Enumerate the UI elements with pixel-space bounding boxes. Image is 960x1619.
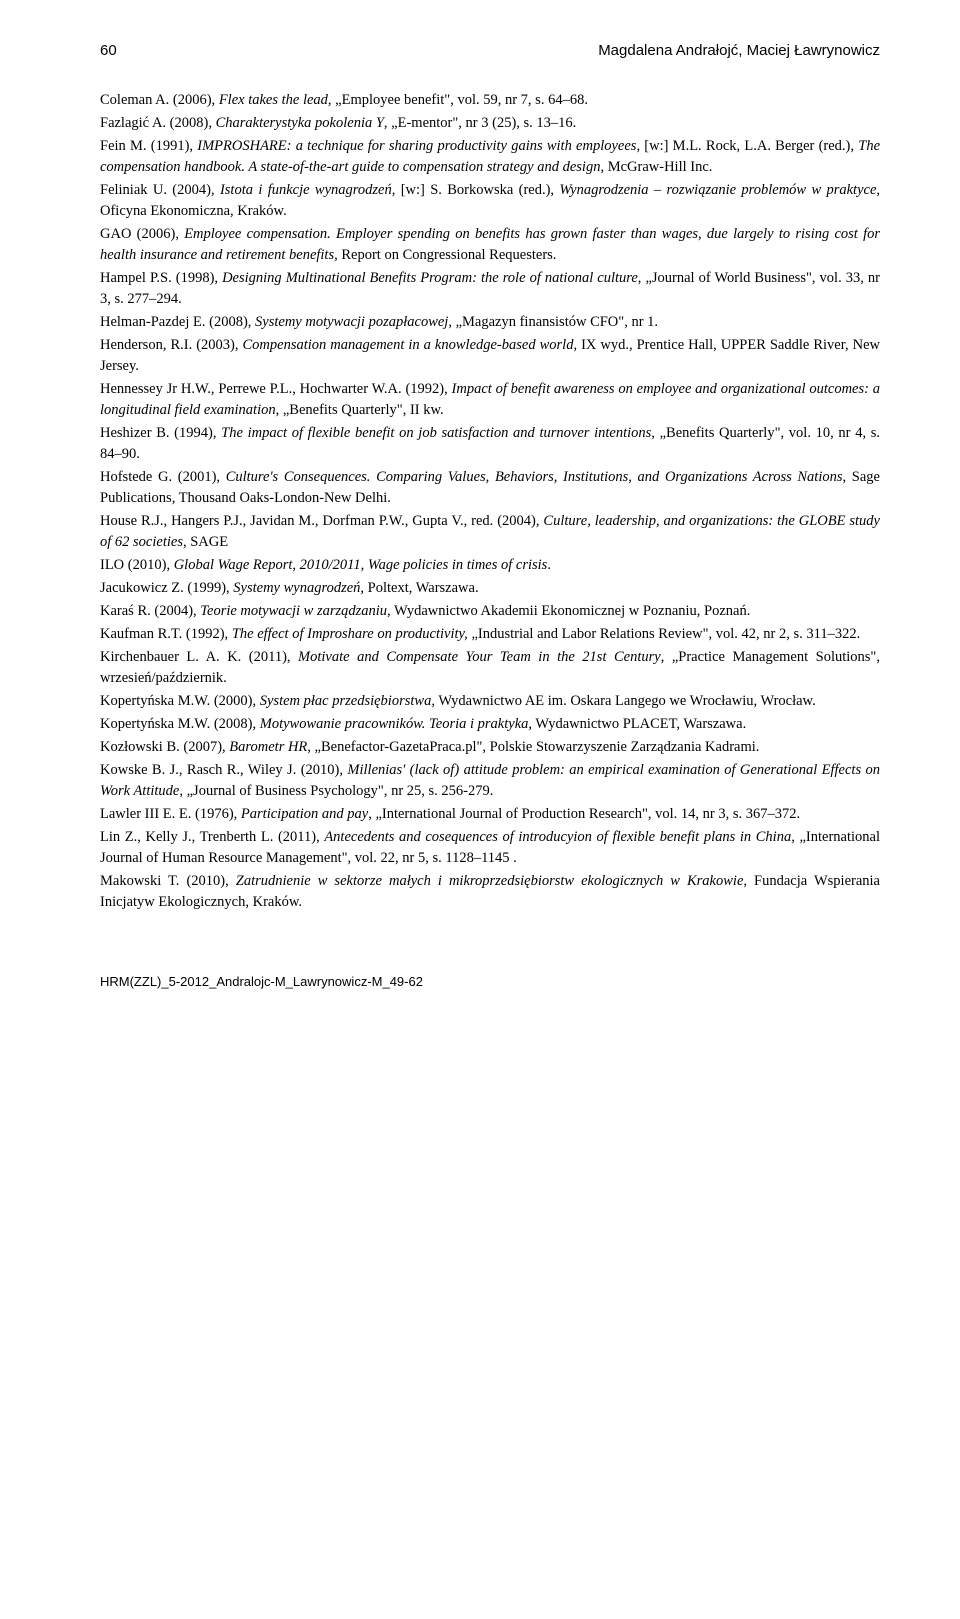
reference-item: Coleman A. (2006), Flex takes the lead, … xyxy=(100,90,880,111)
page-number: 60 xyxy=(100,40,117,62)
reference-item: Kirchenbauer L. A. K. (2011), Motivate a… xyxy=(100,647,880,689)
reference-item: Heshizer B. (1994), The impact of flexib… xyxy=(100,423,880,465)
reference-item: Henderson, R.I. (2003), Compensation man… xyxy=(100,335,880,377)
reference-item: Jacukowicz Z. (1999), Systemy wynagrodze… xyxy=(100,578,880,599)
reference-item: ILO (2010), Global Wage Report, 2010/201… xyxy=(100,555,880,576)
reference-item: Lawler III E. E. (1976), Participation a… xyxy=(100,804,880,825)
reference-item: Fein M. (1991), IMPROSHARE: a technique … xyxy=(100,136,880,178)
reference-item: Helman-Pazdej E. (2008), Systemy motywac… xyxy=(100,312,880,333)
reference-item: House R.J., Hangers P.J., Javidan M., Do… xyxy=(100,511,880,553)
references-list: Coleman A. (2006), Flex takes the lead, … xyxy=(100,90,880,914)
reference-item: Lin Z., Kelly J., Trenberth L. (2011), A… xyxy=(100,827,880,869)
reference-item: Makowski T. (2010), Zatrudnienie w sekto… xyxy=(100,871,880,913)
authors-header: Magdalena Andrałojć, Maciej Ławrynowicz xyxy=(598,40,880,62)
reference-item: Kowske B. J., Rasch R., Wiley J. (2010),… xyxy=(100,760,880,802)
reference-item: Kopertyńska M.W. (2000), System płac prz… xyxy=(100,691,880,712)
reference-item: Kaufman R.T. (1992), The effect of Impro… xyxy=(100,624,880,645)
reference-item: Kozłowski B. (2007), Barometr HR, „Benef… xyxy=(100,737,880,758)
reference-item: Karaś R. (2004), Teorie motywacji w zarz… xyxy=(100,601,880,622)
reference-item: Fazlagić A. (2008), Charakterystyka poko… xyxy=(100,113,880,134)
reference-item: GAO (2006), Employee compensation. Emplo… xyxy=(100,224,880,266)
reference-item: Hampel P.S. (1998), Designing Multinatio… xyxy=(100,268,880,310)
page-header: 60 Magdalena Andrałojć, Maciej Ławrynowi… xyxy=(100,40,880,62)
footer-text: HRM(ZZL)_5-2012_Andralojc-M_Lawrynowicz-… xyxy=(100,974,423,989)
footer: HRM(ZZL)_5-2012_Andralojc-M_Lawrynowicz-… xyxy=(100,973,880,992)
reference-item: Kopertyńska M.W. (2008), Motywowanie pra… xyxy=(100,714,880,735)
reference-item: Feliniak U. (2004), Istota i funkcje wyn… xyxy=(100,180,880,222)
reference-item: Hofstede G. (2001), Culture's Consequenc… xyxy=(100,467,880,509)
reference-item: Hennessey Jr H.W., Perrewe P.L., Hochwar… xyxy=(100,379,880,421)
